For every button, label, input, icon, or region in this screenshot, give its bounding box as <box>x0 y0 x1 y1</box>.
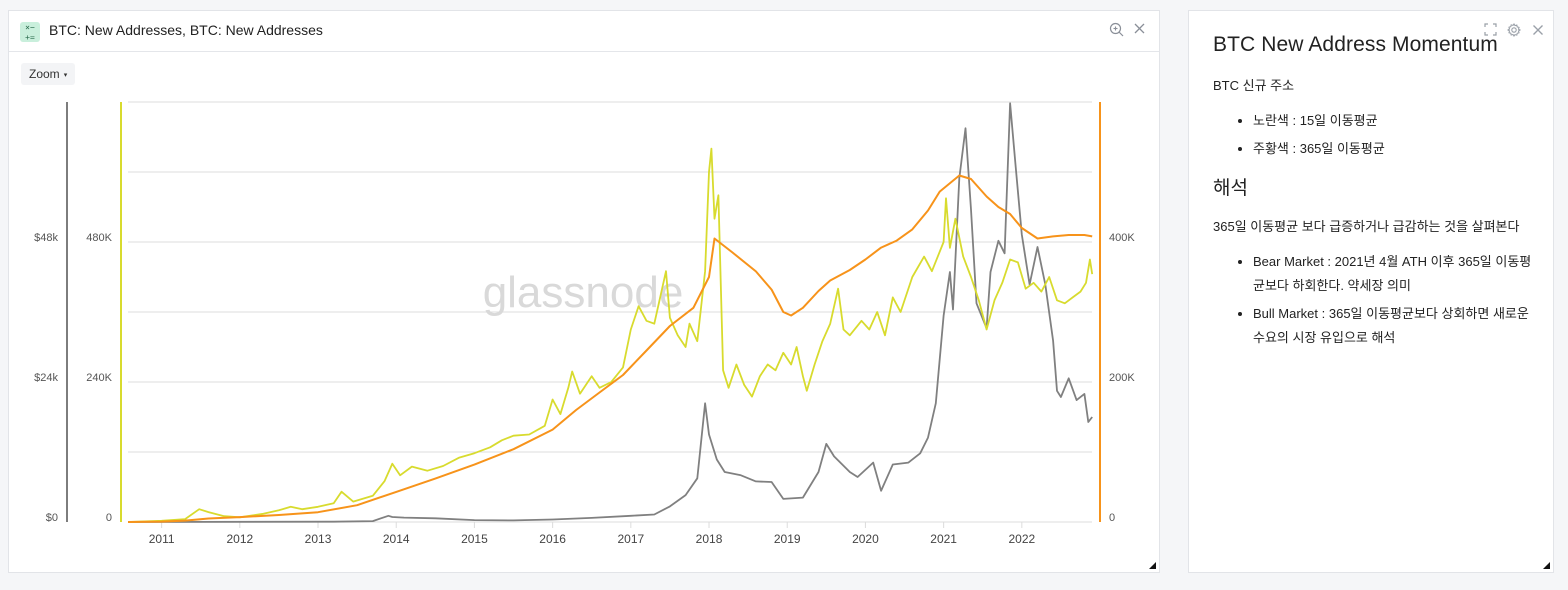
series-line <box>127 102 1093 523</box>
legend-item-yellow: 노란색 : 15일 이동평균 <box>1253 109 1533 133</box>
watermark: glassnode <box>483 268 684 317</box>
chart-panel: ×− += BTC: New Addresses, BTC: New Addres… <box>8 10 1160 573</box>
interpretation-paragraph: 365일 이동평균 보다 급증하거나 급감하는 것을 살펴본다 <box>1213 219 1520 234</box>
notes-panel: BTC New Address Momentum BTC 신규 주소 노란색 :… <box>1188 10 1554 573</box>
chart-series <box>127 102 1094 523</box>
market-list: Bear Market : 2021년 4월 ATH 이후 365일 이동평균보… <box>1213 250 1533 350</box>
address-tick-label: 480K <box>86 232 112 244</box>
chart-panel-header: ×− += BTC: New Addresses, BTC: New Addres… <box>9 11 1159 52</box>
notes-content: BTC New Address Momentum BTC 신규 주소 노란색 :… <box>1213 33 1533 362</box>
right-tick-label: 0 <box>1109 512 1115 524</box>
x-tick-label: 2012 <box>226 532 253 546</box>
legend-item-orange: 주황색 : 365일 이동평균 <box>1253 137 1533 161</box>
line-chart[interactable]: 2011 2012 2013 2014 2015 2016 2017 2018 2019 2020… <box>9 11 1161 574</box>
zoom-dropdown-button[interactable]: Zoom ▾ <box>21 63 76 85</box>
formula-icon: ×− += <box>20 22 40 42</box>
right-tick-label: 400K <box>1109 232 1135 244</box>
legend-list: 노란색 : 15일 이동평균 주황색 : 365일 이동평균 <box>1213 109 1533 161</box>
x-tick-label: 2011 <box>149 532 175 546</box>
resize-handle[interactable] <box>1149 562 1156 569</box>
address-tick-label: 0 <box>106 512 112 524</box>
series-line <box>127 147 1094 523</box>
x-tick-label: 2016 <box>539 532 566 546</box>
x-tick-label: 2018 <box>696 532 723 546</box>
x-tick-label: 2014 <box>383 532 410 546</box>
fullscreen-icon[interactable] <box>1483 23 1497 40</box>
axis-ticks: 2011 2012 2013 2014 2015 2016 2017 2018 2019 2020… <box>34 232 1135 546</box>
notes-panel-toolbar <box>1483 23 1545 40</box>
notes-title: BTC New Address Momentum <box>1213 33 1498 56</box>
close-icon[interactable] <box>1531 23 1545 40</box>
section-title: 해석 <box>1213 178 1248 199</box>
close-icon[interactable] <box>1131 22 1147 38</box>
x-tick-label: 2020 <box>852 532 879 546</box>
x-tick-label: 2021 <box>930 532 957 546</box>
bear-market-item: Bear Market : 2021년 4월 ATH 이후 365일 이동평균보… <box>1253 250 1533 298</box>
right-tick-label: 200K <box>1109 372 1135 384</box>
x-tick-label: 2022 <box>1008 532 1035 546</box>
resize-handle[interactable] <box>1543 562 1550 569</box>
gear-icon[interactable] <box>1506 23 1522 40</box>
x-tick-label: 2019 <box>774 532 801 546</box>
bull-market-item: Bull Market : 365일 이동평균보다 상회하면 새로운 수요의 시… <box>1253 302 1533 350</box>
address-tick-label: 240K <box>86 372 112 384</box>
x-tick-label: 2017 <box>617 532 644 546</box>
chart-title: BTC: New Addresses, BTC: New Addresses <box>49 22 323 38</box>
zoom-in-icon[interactable] <box>1108 22 1124 38</box>
price-tick-label: $24k <box>34 372 58 384</box>
series-line <box>127 174 1093 523</box>
x-tick-label: 2013 <box>305 532 332 546</box>
x-tick-label: 2015 <box>461 532 488 546</box>
chevron-down-icon: ▾ <box>63 72 68 79</box>
zoom-button-label: Zoom <box>29 67 60 81</box>
price-tick-label: $0 <box>46 512 58 524</box>
notes-subtitle: BTC 신규 주소 <box>1213 78 1295 93</box>
price-tick-label: $48k <box>34 232 58 244</box>
